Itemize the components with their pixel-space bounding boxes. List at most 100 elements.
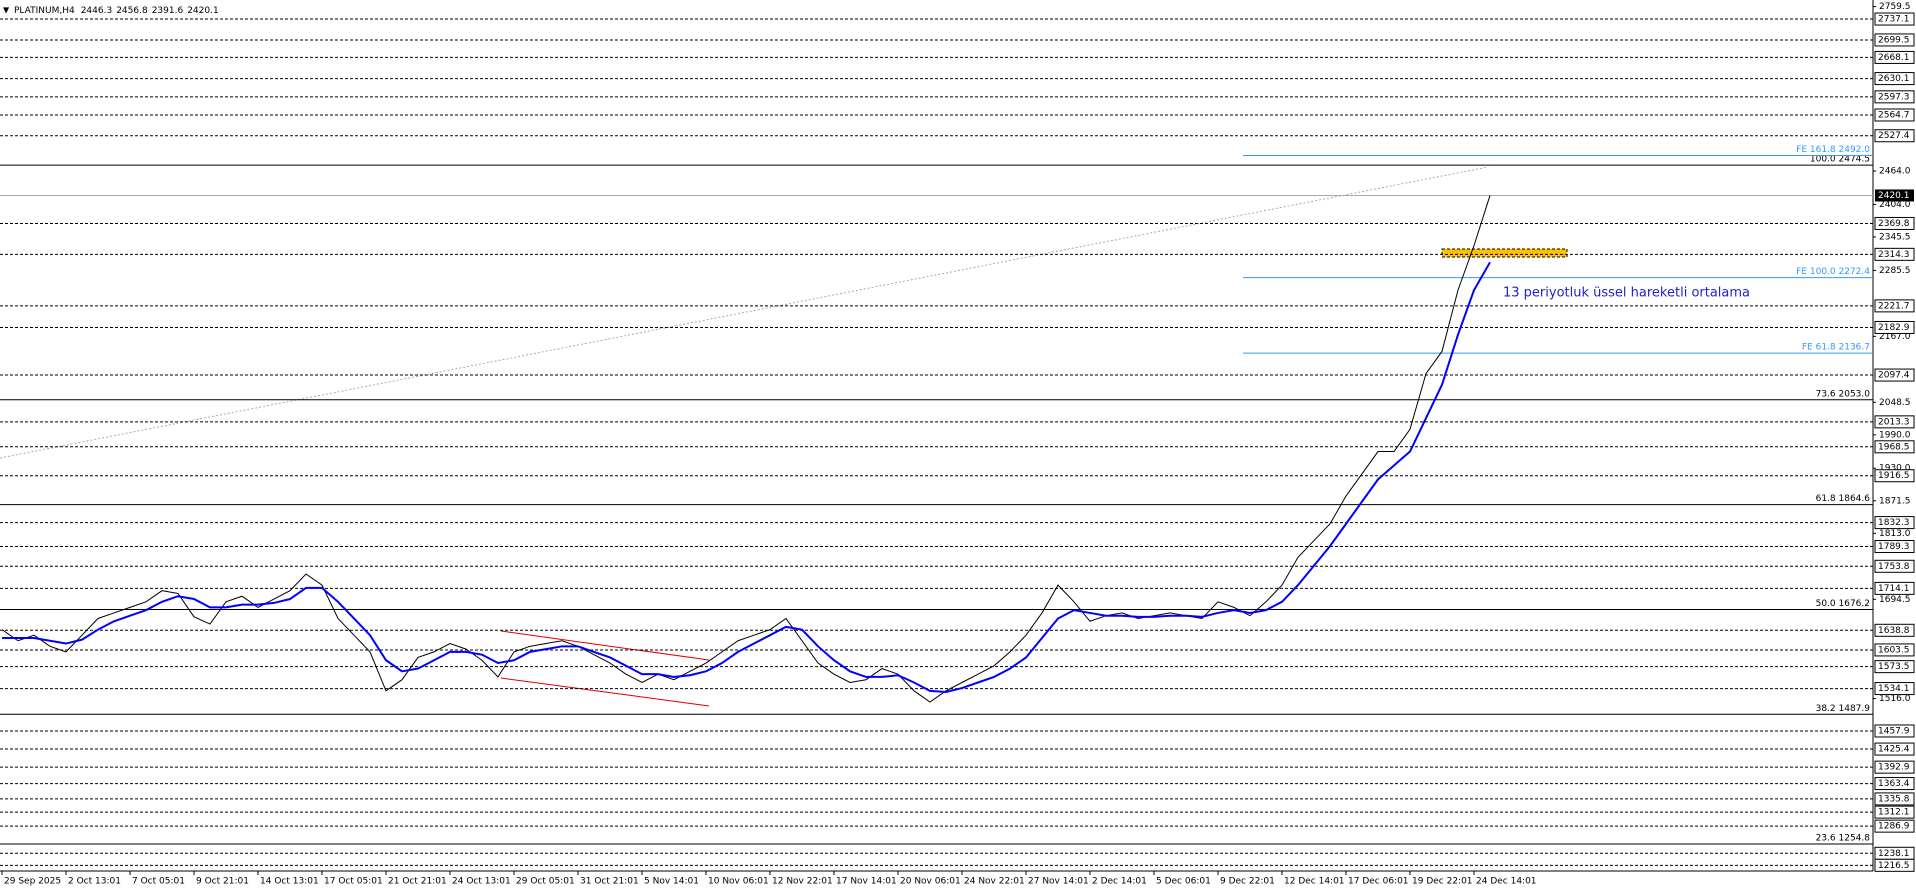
level-box: [1874, 33, 1915, 47]
level-box: [1874, 440, 1915, 454]
level-label: 1216.5: [1878, 861, 1910, 871]
level-label: 2314.3: [1878, 250, 1910, 260]
y-tick-label: 2345.5: [1879, 232, 1911, 242]
level-label: 1312.1: [1878, 808, 1910, 818]
level-label: 1916.5: [1878, 471, 1910, 481]
expansion-label: FE 161.8 2492.0: [1796, 145, 1870, 155]
ema-line: [2, 261, 1491, 693]
level-box: [1874, 320, 1915, 334]
channel-lower: [500, 677, 710, 707]
level-label: 2182.9: [1878, 323, 1910, 333]
level-box: [1874, 623, 1915, 637]
x-tick-label: 17 Dec 06:01: [1348, 877, 1409, 887]
x-tick-label: 9 Oct 21:01: [196, 877, 249, 887]
level-label: 2630.1: [1878, 74, 1910, 84]
level-box: [1874, 643, 1915, 657]
y-tick-label: 1694.5: [1879, 595, 1911, 605]
level-box: [1874, 858, 1915, 872]
level-box: [1874, 581, 1915, 595]
x-tick-label: 31 Oct 21:01: [580, 877, 639, 887]
level-label: 2369.8: [1878, 219, 1910, 229]
price-label: 2420.1: [1878, 191, 1910, 201]
open: 2446.3: [81, 6, 113, 16]
level-box: [1874, 777, 1915, 791]
x-tick-label: 27 Nov 14:01: [1028, 877, 1089, 887]
fibo-label: 61.8 1864.6: [1816, 494, 1871, 504]
symbol: PLATINUM,H4: [14, 6, 75, 16]
fibo-label: 50.0 1676.2: [1816, 599, 1870, 609]
x-tick-label: 17 Nov 14:01: [836, 877, 897, 887]
level-label: 2668.1: [1878, 53, 1910, 63]
level-box: [1874, 540, 1915, 554]
level-label: 2737.1: [1878, 15, 1910, 25]
level-box: [1874, 516, 1915, 530]
level-label: 1789.3: [1878, 542, 1910, 552]
level-label: 1286.9: [1878, 822, 1910, 832]
x-tick-label: 2 Oct 13:01: [68, 877, 121, 887]
level-box: [1874, 415, 1915, 429]
level-box: [1874, 760, 1915, 774]
x-tick-label: 5 Dec 06:01: [1156, 877, 1211, 887]
x-tick-label: 12 Dec 14:01: [1284, 877, 1345, 887]
level-box: [1874, 559, 1915, 573]
level-label: 2699.5: [1878, 35, 1910, 45]
x-tick-label: 12 Nov 22:01: [772, 877, 833, 887]
y-tick-label: 1813.0: [1879, 529, 1911, 539]
level-label: 2564.7: [1878, 110, 1910, 120]
expansion-label: FE 100.0 2272.4: [1796, 267, 1870, 277]
level-label: 1238.1: [1878, 849, 1910, 859]
x-tick-label: 24 Nov 22:01: [964, 877, 1025, 887]
y-tick-label: 2759.5: [1879, 2, 1911, 12]
expansion-label: FE 61.8 2136.7: [1802, 343, 1870, 353]
zone-box: [1441, 248, 1568, 258]
level-box: [1874, 660, 1915, 674]
y-tick-label: 1871.5: [1879, 496, 1911, 506]
x-tick-label: 5 Nov 14:01: [644, 877, 699, 887]
level-label: 1534.1: [1878, 684, 1910, 694]
level-label: 2597.3: [1878, 92, 1910, 102]
fibo-label: 23.6 1254.8: [1816, 834, 1871, 844]
level-box: [1874, 50, 1915, 64]
level-label: 1335.8: [1878, 794, 1910, 804]
y-tick-label: 2404.0: [1879, 200, 1911, 210]
x-tick-label: 9 Dec 22:01: [1220, 877, 1275, 887]
fibo-label: 100.0 2474.5: [1810, 155, 1870, 165]
level-box: [1874, 299, 1915, 313]
level-label: 2097.4: [1878, 371, 1910, 381]
level-label: 1425.4: [1878, 745, 1910, 755]
x-tick-label: 14 Oct 13:01: [260, 877, 319, 887]
level-label: 1832.3: [1878, 518, 1910, 528]
level-label: 1573.5: [1878, 662, 1910, 672]
level-box: [1874, 805, 1915, 819]
level-box: [1874, 792, 1915, 806]
level-box: [1874, 819, 1915, 833]
channel-upper: [500, 630, 710, 661]
level-box: [1874, 129, 1915, 143]
x-tick-label: 24 Dec 14:01: [1476, 877, 1537, 887]
level-box: [1874, 682, 1915, 696]
x-tick-label: 7 Oct 05:01: [132, 877, 185, 887]
x-tick-label: 19 Dec 22:01: [1412, 877, 1473, 887]
price-box: [1875, 189, 1914, 202]
level-label: 2013.3: [1878, 417, 1910, 427]
x-tick-label: 29 Sep 2025: [4, 877, 61, 887]
level-label: 2527.4: [1878, 131, 1910, 141]
y-tick-label: 2464.0: [1879, 167, 1911, 177]
fibo-label: 38.2 1487.9: [1816, 704, 1871, 714]
x-tick-label: 21 Oct 21:01: [388, 877, 447, 887]
level-box: [1874, 724, 1915, 738]
annotation: 13 periyotluk üssel hareketli ortalama: [1503, 286, 1750, 301]
level-box: [1874, 368, 1915, 382]
level-label: 1603.5: [1878, 645, 1910, 655]
low: 2391.6: [152, 6, 184, 16]
level-label: 1457.9: [1878, 726, 1910, 736]
level-box: [1874, 742, 1915, 756]
x-tick-label: 20 Nov 06:01: [900, 877, 961, 887]
y-tick-label: 1930.0: [1879, 464, 1911, 474]
x-tick-label: 2 Dec 14:01: [1092, 877, 1147, 887]
menu-icon[interactable]: ▼: [3, 6, 10, 15]
x-tick-label: 24 Oct 13:01: [452, 877, 511, 887]
trend-line: [0, 166, 1489, 459]
